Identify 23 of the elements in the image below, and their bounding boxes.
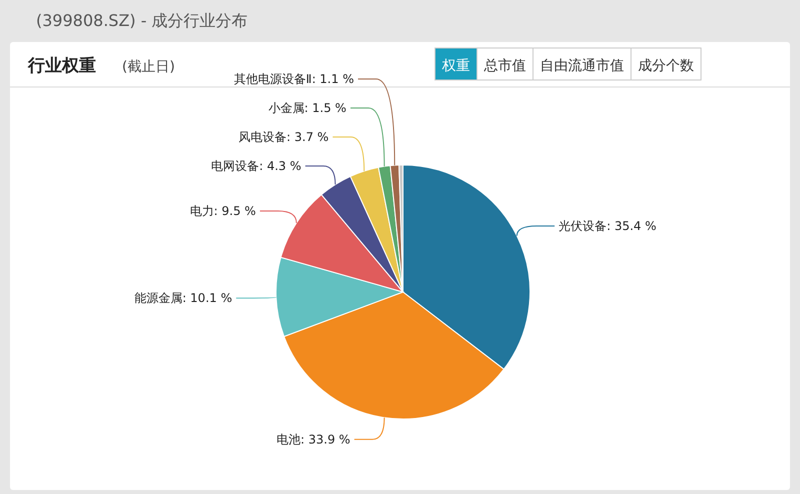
data-label: : 35.4 % [606,219,656,234]
text: (截止日) [122,59,175,75]
tab: 权重 [434,48,478,80]
data-label: : 1.1 % [312,72,354,86]
data-label: : 3.7 % [286,130,329,144]
slice-label: 能源金属 [134,291,182,306]
data-label: : 1.5 % [304,100,346,115]
slice-label: 光伏设备 [558,219,607,234]
tab: 成分个数 [630,48,702,80]
slice-label: 电力 [190,204,214,218]
data-label: : 9.5 % [214,204,256,218]
slice-label: 小金属 [268,100,304,115]
tab: 总市值 [476,48,534,80]
tab: 自由流通市值 [532,48,632,80]
slice-label: 风电设备 [238,130,287,144]
data-label: : 33.9 % [300,432,350,446]
data-label: : 4.3 % [259,158,302,173]
slice-label: 电池 [276,432,301,446]
slice-label: 其他电源设备Ⅱ [234,72,312,86]
chart-title: (399808.SZ) - 成分行业分布 [36,11,248,30]
chart-subtitle: 行业权重 [27,56,96,76]
slice-label: 电网设备 [211,158,260,173]
data-label: : 10.1 % [182,291,232,306]
